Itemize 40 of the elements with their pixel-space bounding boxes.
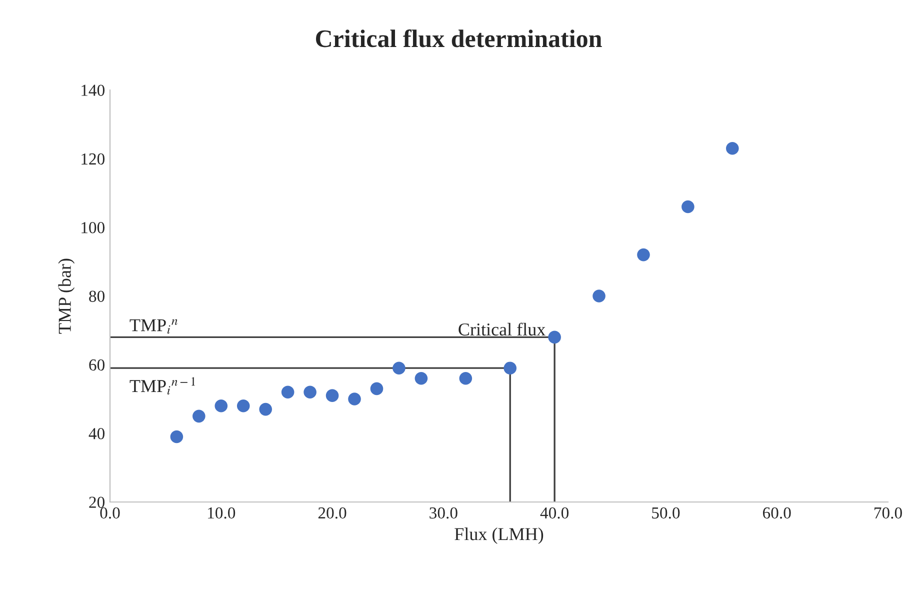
point [637,248,650,262]
x-tick-label: 60.0 [762,507,791,519]
point [326,389,339,402]
point [236,399,250,412]
point [682,200,694,214]
point [259,402,272,416]
x-tick-label: 20.0 [318,507,346,519]
y-tick-label: 60 [89,359,105,371]
point [726,142,739,155]
y-axis-title: TMP (bar) [58,258,75,334]
y-tick-label: 40 [88,428,105,440]
point [548,330,561,344]
point [592,290,606,302]
y-tick-label: 20 [89,496,105,508]
annotation: Critical flux [458,322,546,336]
x-axis-title: Flux (LMH) [454,528,544,544]
y-tick-label: 80 [89,290,105,302]
y-tick-label: 120 [82,153,105,165]
point [392,362,406,374]
point [281,386,294,399]
point [192,410,206,423]
x-tick-label: 70.0 [874,507,902,519]
x-tick-label: 40.0 [540,507,569,519]
y-tick-label: 140 [82,84,105,96]
y-tick-label: 100 [82,222,105,234]
point [459,372,472,385]
point [348,392,361,406]
point [414,372,428,385]
chart-title: Critical flux determination [316,29,602,48]
x-tick-label: 50.0 [652,507,680,519]
annotation: TMP$_{i}$$^{n}$ [130,319,178,334]
annotation: TMP$_{i}$$^{n−1}$ [130,377,196,395]
point [170,430,184,444]
point [214,399,228,412]
x-tick-label: 30.0 [430,507,458,519]
x-tick-label: 10.0 [208,507,236,519]
x-tick-label: 0.0 [100,507,120,519]
point [504,362,517,374]
point [304,386,316,399]
point [370,382,384,396]
